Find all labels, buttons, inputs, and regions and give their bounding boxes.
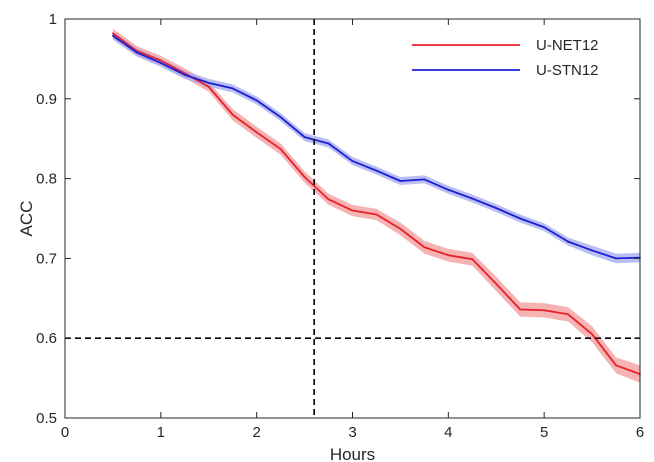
u-net12-point [423, 246, 426, 249]
u-stn12-point [231, 87, 234, 90]
u-net12-point [207, 85, 210, 88]
u-net12-point [495, 283, 498, 285]
u-net12-line [112, 32, 641, 375]
u-stn12-point [279, 116, 282, 119]
u-stn12-point [495, 207, 498, 210]
x-tick-label: 5 [540, 424, 548, 441]
axes: 0 1 2 3 4 5 6 0.5 0.6 0.7 0.8 0.9 1 Hours ACC [17, 11, 644, 462]
legend-label-u-net12: U-NET12 [536, 37, 599, 54]
y-tick-label: 0.6 [36, 330, 57, 347]
y-tick-label: 1 [49, 11, 57, 28]
u-net12-point [303, 176, 306, 178]
reference-lines [65, 19, 640, 418]
u-stn12-point [255, 99, 258, 102]
u-stn12-point [183, 73, 186, 76]
u-stn12-point [112, 34, 114, 37]
u-net12-point [351, 209, 354, 212]
u-net12-point [567, 313, 570, 316]
x-axis-label: Hours [330, 445, 375, 462]
x-tick-label: 0 [61, 424, 69, 441]
u-stn12-point [351, 160, 354, 162]
u-stn12-point [399, 180, 402, 182]
u-stn12-point [567, 240, 570, 243]
x-tick-label: 3 [348, 424, 356, 441]
x-tick-label: 4 [444, 424, 452, 441]
x-tick-label: 1 [157, 424, 165, 441]
u-stn12-point [327, 142, 330, 145]
u-stn12-point [591, 249, 593, 252]
u-stn12-point [135, 51, 138, 54]
x-tick-label: 6 [636, 424, 644, 441]
legend: U-NET12 U-STN12 [412, 37, 599, 79]
confidence-bands [112, 28, 640, 383]
y-tick-label: 0.5 [36, 410, 57, 427]
u-net12-point [399, 227, 402, 230]
u-net12-point [543, 309, 546, 312]
u-net12-point [615, 364, 617, 367]
u-stn12-point [303, 136, 306, 139]
y-tick-label: 0.9 [36, 91, 57, 108]
u-net12-point [519, 308, 522, 311]
u-net12-point [447, 254, 450, 257]
u-stn12-point [471, 197, 474, 200]
u-net12-band [112, 28, 640, 383]
y-tick-label: 0.7 [36, 250, 57, 267]
u-net12-point [591, 333, 593, 336]
u-stn12-point [519, 217, 522, 220]
u-net12-point [471, 258, 474, 261]
legend-label-u-stn12: U-STN12 [536, 62, 599, 79]
u-stn12-point [447, 188, 450, 191]
y-axis-label: ACC [17, 201, 36, 237]
u-net12-point [255, 131, 258, 134]
u-net12-point [231, 113, 234, 116]
u-net12-point [327, 198, 330, 201]
u-net12-point [159, 59, 162, 62]
u-stn12-point [159, 61, 162, 64]
u-net12-point [279, 148, 282, 150]
u-stn12-point [423, 178, 426, 181]
u-stn12-point [375, 169, 378, 172]
u-stn12-point [543, 226, 546, 229]
u-stn12-point [615, 257, 617, 260]
u-net12-point [375, 213, 378, 216]
u-net12-point [112, 32, 114, 35]
u-stn12-point [207, 81, 210, 84]
y-tick-label: 0.8 [36, 171, 57, 188]
x-tick-label: 2 [252, 424, 260, 441]
series-lines [112, 32, 641, 376]
